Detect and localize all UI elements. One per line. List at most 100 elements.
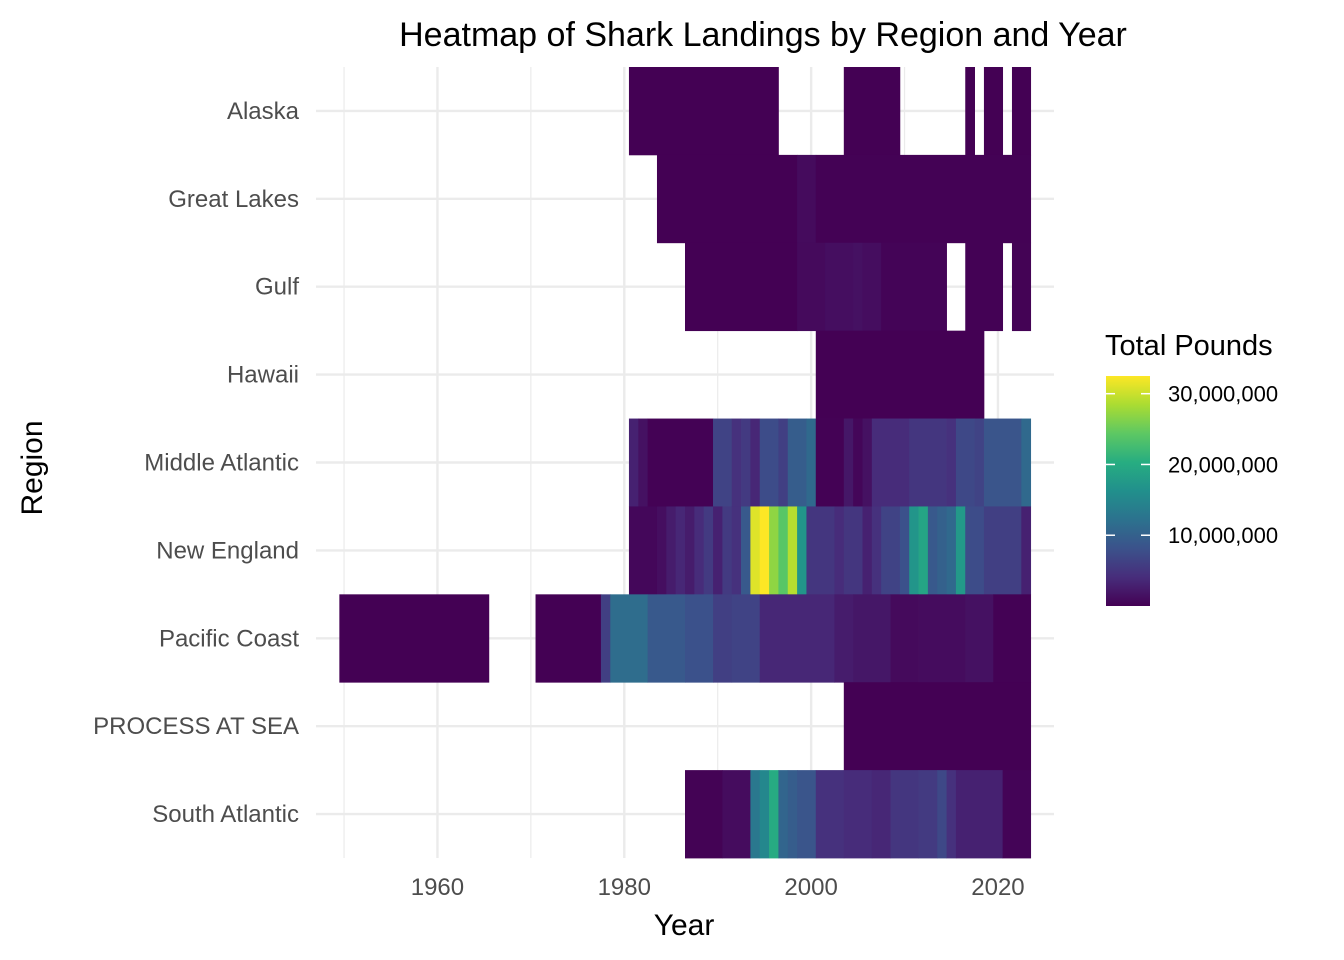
- heatmap-cell: [1002, 770, 1032, 859]
- heatmap-cell: [983, 418, 1022, 507]
- heatmap-cell: [675, 506, 686, 595]
- heatmap-cell: [731, 506, 742, 595]
- y-axis-tick-labels: Alaska Great Lakes Gulf Hawaii Middle Atlant…: [93, 98, 300, 828]
- heatmap-cell: [862, 242, 882, 332]
- heatmap-cell: [750, 770, 761, 859]
- heatmap-cell: [713, 418, 733, 507]
- legend-title: Total Pounds: [1105, 330, 1273, 362]
- heatmap-cell: [656, 506, 667, 595]
- heatmap-cell: [862, 506, 873, 595]
- heatmap-cell: [843, 770, 873, 859]
- heatmap-cell: [694, 506, 705, 595]
- heatmap-cell: [685, 242, 798, 332]
- heatmap-cell: [339, 594, 490, 683]
- heatmap-cell: [1011, 67, 1032, 156]
- heatmap-cell: [769, 770, 779, 859]
- heatmap-cell: [918, 594, 966, 683]
- heatmap-cell: [638, 418, 649, 507]
- heatmap-cell: [843, 418, 854, 507]
- x-tick-label: 2020: [971, 874, 1024, 901]
- heatmap-cell: [685, 506, 695, 595]
- y-tick-label: Hawaii: [227, 362, 299, 389]
- heatmap-cell: [787, 506, 798, 595]
- heatmap-cell: [853, 594, 891, 683]
- x-tick-label: 1960: [411, 874, 464, 901]
- heatmap-cell: [834, 506, 845, 595]
- x-axis-tick-labels: 1960 1980 2000 2020: [411, 874, 1025, 901]
- heatmap-cell: [685, 594, 714, 683]
- heatmap-cell: [1021, 418, 1032, 507]
- y-tick-label: Great Lakes: [168, 186, 299, 213]
- heatmap-cell: [937, 506, 947, 595]
- heatmap-cell: [797, 154, 817, 244]
- heatmap-cell: [628, 418, 639, 507]
- legend-label: 30,000,000: [1168, 382, 1278, 407]
- heatmap-cell: [722, 506, 733, 595]
- heatmap-cell: [890, 594, 919, 683]
- heatmap-cell: [1011, 242, 1032, 332]
- heatmap-cell: [628, 67, 779, 156]
- heatmap-cell: [787, 770, 798, 859]
- heatmap-cell: [703, 506, 714, 595]
- heatmap-cell: [843, 67, 901, 156]
- y-axis-title: Region: [16, 420, 49, 515]
- heatmap-cells: [339, 67, 1032, 859]
- heatmap-cell: [909, 506, 919, 595]
- heatmap-cell: [862, 418, 873, 507]
- heatmap-cell: [918, 506, 929, 595]
- y-tick-label: Middle Atlantic: [144, 450, 299, 477]
- heatmap-cell: [741, 506, 751, 595]
- heatmap-cell: [937, 770, 947, 859]
- heatmap-cell: [955, 506, 966, 595]
- heatmap-cell: [731, 418, 742, 507]
- heatmap-cell: [871, 418, 910, 507]
- y-tick-label: South Atlantic: [152, 801, 299, 828]
- heatmap-cell: [871, 506, 882, 595]
- heatmap-cell: [797, 506, 807, 595]
- heatmap-cell: [647, 418, 714, 507]
- heatmap-cell: [843, 506, 863, 595]
- heatmap-cell: [778, 770, 789, 859]
- heatmap-cell: [993, 594, 1032, 683]
- heatmap-cell: [741, 418, 751, 507]
- heatmap-cell: [1021, 506, 1032, 595]
- heatmap-cell: [815, 330, 985, 419]
- heatmap-cell: [853, 242, 863, 332]
- heatmap-cell: [965, 506, 985, 595]
- heatmap-cell: [815, 154, 1032, 244]
- heatmap-cell: [685, 770, 723, 859]
- heatmap-cell: [797, 242, 826, 332]
- legend-label: 10,000,000: [1168, 523, 1278, 548]
- heatmap-cell: [759, 770, 770, 859]
- heatmap-cell: [890, 770, 919, 859]
- heatmap-cell: [815, 770, 845, 859]
- heatmap-cell: [983, 67, 1004, 156]
- x-axis-title: Year: [654, 909, 715, 942]
- heatmap-cell: [759, 594, 835, 683]
- heatmap-cell: [871, 770, 891, 859]
- heatmap-cell: [778, 418, 789, 507]
- heatmap-cell: [806, 418, 817, 507]
- heatmap-cell: [881, 506, 901, 595]
- heatmap-cell: [778, 506, 789, 595]
- y-tick-label: Gulf: [255, 274, 299, 301]
- x-tick-label: 2000: [784, 874, 837, 901]
- heatmap-cell: [946, 418, 957, 507]
- heatmap-cell: [899, 506, 910, 595]
- heatmap-cell: [750, 506, 761, 595]
- color-legend: Total Pounds 30,000,000 20,000,000 10,000,…: [1105, 330, 1278, 606]
- chart-title: Heatmap of Shark Landings by Region and …: [399, 16, 1127, 54]
- heatmap-cell: [881, 242, 947, 332]
- heatmap-cell: [535, 594, 602, 683]
- heatmap-cell: [983, 506, 1022, 595]
- y-tick-label: New England: [156, 537, 299, 564]
- heatmap-cell: [628, 506, 658, 595]
- heatmap-cell: [666, 506, 677, 595]
- heatmap-cell: [610, 594, 649, 683]
- heatmap-cell: [965, 67, 975, 156]
- heatmap-cell: [843, 682, 1032, 771]
- legend-colorbar: [1106, 376, 1150, 606]
- heatmap-cell: [946, 506, 957, 595]
- y-tick-label: PROCESS AT SEA: [93, 713, 299, 740]
